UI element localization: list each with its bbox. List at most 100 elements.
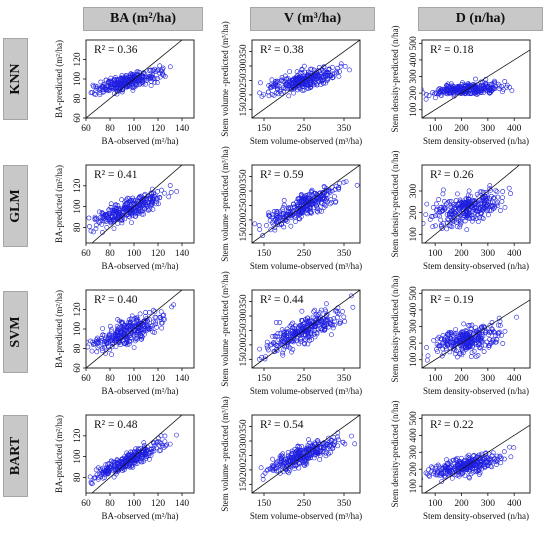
data-point [308, 452, 314, 458]
x-tick-label: 300 [481, 249, 496, 259]
data-point [136, 323, 142, 329]
data-point [324, 311, 330, 317]
data-point [434, 463, 439, 469]
data-point [464, 214, 469, 220]
data-point [108, 326, 114, 332]
data-point [281, 198, 287, 203]
data-point [426, 472, 432, 478]
y-axis-label: Stem volume -predicted (m³/ha) [220, 396, 230, 511]
data-point [298, 336, 304, 342]
data-point [96, 209, 102, 215]
data-point [430, 224, 436, 230]
data-point [457, 351, 463, 357]
r-squared-label: R² = 0.22 [430, 419, 474, 431]
x-axis-label: BA-observed (m²/ha) [102, 386, 179, 396]
x-tick-label: 100 [127, 249, 142, 259]
data-point [264, 339, 270, 345]
data-point [87, 224, 92, 229]
data-point [156, 442, 162, 448]
data-point [436, 197, 441, 202]
y-tick-label: 200 [409, 205, 419, 220]
data-point [491, 195, 497, 200]
data-point [463, 340, 469, 346]
y-tick-label: 400 [409, 303, 419, 318]
data-point [423, 96, 429, 102]
data-point [140, 452, 145, 457]
row-header-svm: SVM [3, 291, 28, 373]
y-tick-label: 350 [239, 419, 249, 434]
data-point [148, 79, 154, 84]
data-point [492, 83, 498, 89]
data-point [489, 81, 495, 87]
data-point [108, 201, 114, 207]
data-point [493, 332, 498, 338]
data-point [485, 455, 490, 461]
x-tick-label: 100 [428, 249, 443, 259]
data-point [422, 476, 423, 481]
plot-frame [85, 414, 195, 494]
data-point [314, 449, 320, 455]
data-point [148, 83, 154, 88]
data-point [144, 202, 150, 207]
data-point [433, 90, 439, 96]
data-point [270, 463, 276, 469]
data-point [308, 327, 314, 333]
data-point [155, 435, 161, 441]
data-point [424, 357, 430, 363]
data-point [318, 196, 323, 201]
y-tick-label: 300 [409, 445, 419, 460]
data-point [288, 83, 294, 89]
data-point [295, 443, 301, 449]
y-tick-label: 250 [239, 448, 249, 463]
data-point [509, 88, 515, 93]
data-point [273, 217, 279, 223]
data-point [264, 343, 270, 349]
data-point [504, 82, 510, 88]
data-point [163, 443, 168, 449]
x-tick-label: 200 [454, 374, 469, 384]
data-point [279, 456, 284, 462]
data-point [93, 83, 99, 89]
data-point [115, 457, 120, 463]
data-point [314, 208, 320, 214]
data-point [257, 90, 262, 96]
data-point [463, 87, 469, 92]
data-point [119, 197, 124, 203]
data-point [114, 465, 119, 471]
data-point [338, 61, 344, 67]
data-point [292, 330, 298, 336]
data-point [323, 203, 329, 209]
data-point [266, 212, 271, 218]
x-tick-label: 140 [175, 374, 190, 384]
data-point [497, 208, 503, 213]
data-point [335, 65, 340, 71]
data-point [154, 196, 160, 202]
y-tick-label: 150 [239, 102, 249, 117]
data-point [299, 69, 305, 75]
data-point [495, 322, 501, 328]
data-point [291, 90, 297, 96]
data-point [466, 452, 472, 458]
x-tick-label: 150 [257, 249, 272, 259]
data-point [325, 77, 331, 82]
y-tick-label: 250 [239, 73, 249, 88]
data-point [452, 467, 458, 473]
data-point [481, 349, 487, 354]
data-point [435, 349, 440, 354]
data-point [132, 81, 138, 87]
data-point [481, 83, 486, 88]
panel-bart-ba: 60 80 100 120 140 80 100 120 BA-observed (m²/ha)… [54, 414, 195, 521]
data-point [273, 460, 279, 466]
data-point [174, 188, 180, 194]
y-tick-label: 500 [409, 36, 419, 51]
data-point [499, 199, 505, 204]
data-point [495, 333, 501, 339]
data-point [105, 217, 111, 223]
data-point [104, 224, 110, 230]
data-point [500, 89, 505, 95]
y-tick-label: 120 [73, 302, 83, 317]
r-squared-label: R² = 0.38 [260, 44, 304, 56]
data-point [107, 331, 112, 337]
y-tick-label: 250 [239, 198, 249, 213]
data-point [487, 207, 493, 213]
